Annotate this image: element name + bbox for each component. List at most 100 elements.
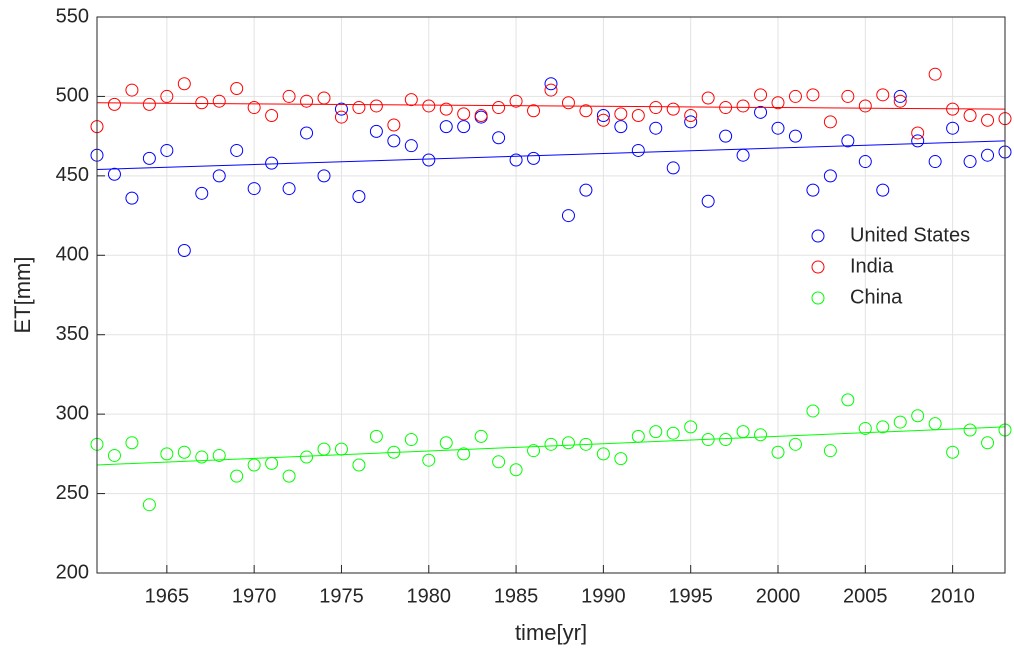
- x-tick-label: 2000: [756, 585, 801, 607]
- point: [212, 94, 226, 108]
- point: [387, 118, 401, 132]
- point: [509, 463, 523, 477]
- point: [195, 186, 209, 200]
- trend-line: [96, 102, 1006, 110]
- x-tick-label: 1965: [145, 585, 190, 607]
- point: [754, 88, 768, 102]
- point: [142, 498, 156, 512]
- point: [719, 433, 733, 447]
- point: [858, 155, 872, 169]
- point: [649, 425, 663, 439]
- point: [596, 447, 610, 461]
- point: [893, 94, 907, 108]
- point: [928, 417, 942, 431]
- point: [317, 91, 331, 105]
- point: [509, 153, 523, 167]
- plot-frame: [96, 16, 1006, 574]
- point: [928, 67, 942, 81]
- point: [596, 113, 610, 127]
- point: [457, 107, 471, 121]
- point: [195, 450, 209, 464]
- y-tick-label: 400: [56, 244, 89, 266]
- x-axis-label: time[yr]: [515, 620, 587, 645]
- point: [946, 445, 960, 459]
- point: [369, 124, 383, 138]
- point: [649, 121, 663, 135]
- point: [265, 108, 279, 122]
- x-tick-label: 1975: [319, 585, 364, 607]
- point: [963, 423, 977, 437]
- point: [317, 442, 331, 456]
- point: [771, 121, 785, 135]
- point: [457, 120, 471, 134]
- legend-marker: [811, 229, 825, 243]
- x-tick-label: 1995: [668, 585, 713, 607]
- point: [946, 121, 960, 135]
- point: [736, 99, 750, 113]
- point: [771, 96, 785, 110]
- point: [352, 190, 366, 204]
- point: [492, 455, 506, 469]
- point: [981, 148, 995, 162]
- point: [876, 420, 890, 434]
- point: [387, 134, 401, 148]
- grid: [97, 16, 1005, 574]
- point: [527, 151, 541, 165]
- point: [527, 104, 541, 118]
- point: [439, 102, 453, 116]
- point: [282, 89, 296, 103]
- point: [561, 209, 575, 223]
- point: [754, 105, 768, 119]
- point: [369, 429, 383, 443]
- point: [334, 110, 348, 124]
- point: [631, 108, 645, 122]
- point: [177, 445, 191, 459]
- point: [701, 194, 715, 208]
- point: [282, 469, 296, 483]
- point: [893, 415, 907, 429]
- y-tick-label: 250: [56, 482, 89, 504]
- point: [404, 433, 418, 447]
- legend-label: United States: [850, 224, 970, 246]
- point: [806, 404, 820, 418]
- point: [177, 77, 191, 91]
- point: [736, 148, 750, 162]
- point: [142, 151, 156, 165]
- y-tick-label: 200: [56, 561, 89, 583]
- point: [684, 115, 698, 129]
- point: [107, 97, 121, 111]
- point: [666, 426, 680, 440]
- x-tick-label: 2010: [930, 585, 975, 607]
- y-tick-label: 450: [56, 164, 89, 186]
- point: [160, 143, 174, 157]
- point: [177, 244, 191, 258]
- point: [230, 469, 244, 483]
- point: [107, 448, 121, 462]
- point: [981, 436, 995, 450]
- point: [230, 143, 244, 157]
- point: [788, 129, 802, 143]
- point: [771, 445, 785, 459]
- x-tick-label: 1985: [494, 585, 539, 607]
- point: [352, 458, 366, 472]
- point: [579, 183, 593, 197]
- point: [125, 436, 139, 450]
- x-tick-label: 1970: [232, 585, 277, 607]
- trend-line: [96, 140, 1006, 171]
- point: [422, 153, 436, 167]
- point: [439, 436, 453, 450]
- point: [876, 183, 890, 197]
- point: [300, 94, 314, 108]
- point: [160, 447, 174, 461]
- x-tick-label: 2005: [843, 585, 888, 607]
- legend-marker: [811, 260, 825, 274]
- point: [247, 182, 261, 196]
- trend-line: [96, 426, 1006, 466]
- x-tick-label: 1990: [581, 585, 626, 607]
- point: [404, 139, 418, 153]
- point: [561, 436, 575, 450]
- point: [876, 88, 890, 102]
- point: [596, 108, 610, 122]
- y-tick-label: 550: [56, 5, 89, 27]
- point: [544, 83, 558, 97]
